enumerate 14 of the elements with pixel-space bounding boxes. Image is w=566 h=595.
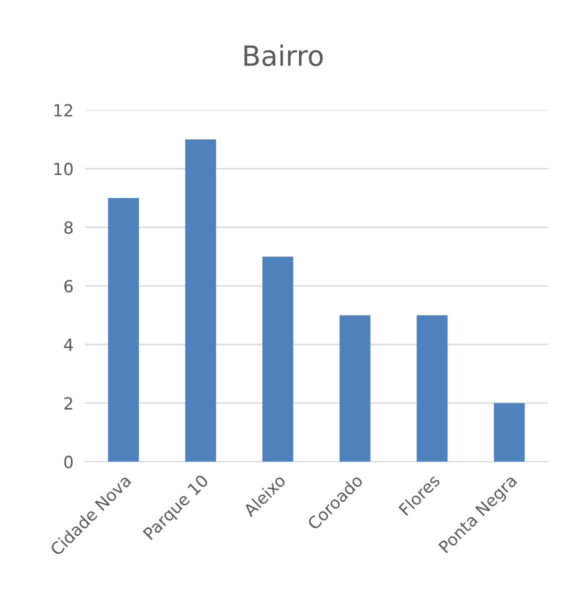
y-tick-label: 8 [64,221,73,234]
bar [108,198,139,462]
bar [185,139,216,462]
bar [416,315,448,462]
bar [494,403,525,462]
y-tick-label: 4 [64,338,73,351]
y-tick-label: 10 [54,162,73,176]
y-tick-label: 6 [64,280,73,292]
chart-title: Bairro [244,44,323,66]
y-tick-label: 0 [64,456,73,468]
y-tick-label: 12 [54,104,72,116]
y-tick-label: 2 [64,397,72,410]
bar [262,256,294,462]
bar [340,315,370,462]
